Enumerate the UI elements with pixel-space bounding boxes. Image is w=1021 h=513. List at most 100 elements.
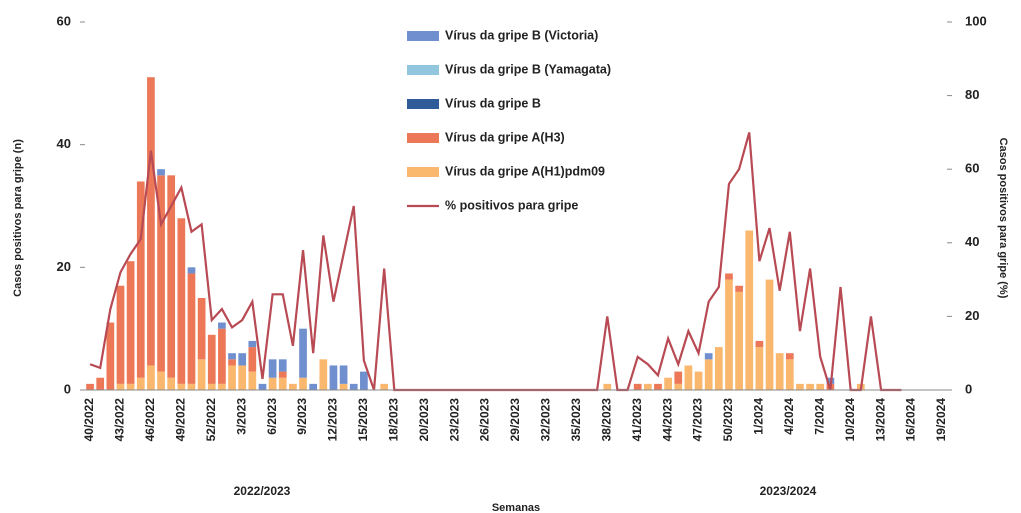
legend-label: Vírus da gripe B (Victoria) [445, 28, 598, 42]
bar-segment [268, 377, 277, 390]
y-tick-label: 60 [57, 13, 71, 28]
y2-axis-label: Casos positivos para gripe (%) [997, 138, 1009, 299]
bar-segment [187, 267, 196, 274]
bar-segment [228, 359, 236, 366]
x-tick-label: 6/2023 [265, 398, 279, 435]
bar-segment [278, 371, 287, 378]
x-tick-label: 16/2024 [904, 398, 918, 442]
x-tick-label: 15/2023 [356, 398, 370, 442]
bar-segment [187, 273, 196, 384]
bar-segment [228, 353, 236, 360]
bar-segment [816, 383, 825, 390]
x-tick-label: 26/2023 [478, 398, 492, 442]
x-tick-label: 19/2024 [934, 398, 948, 442]
bar-segment [197, 359, 206, 390]
bar-segment [136, 377, 145, 390]
x-tick-label: 32/2023 [539, 398, 553, 442]
x-axis-label: Semanas [492, 502, 540, 513]
bar-segment [299, 377, 307, 390]
bar-segment [775, 353, 784, 390]
bar-segment [136, 181, 145, 378]
y2-tick-label: 80 [965, 87, 979, 102]
x-tick-label: 7/2024 [812, 398, 826, 435]
bar-segment [248, 347, 257, 372]
bar-segment [207, 334, 216, 384]
bar-segment [654, 383, 662, 390]
bar-segment [268, 359, 277, 378]
bar-segment [126, 383, 135, 390]
bar-segment [126, 261, 135, 384]
bar-segment [238, 365, 247, 390]
y2-tick-label: 0 [965, 381, 972, 396]
bar-segment [319, 359, 328, 390]
x-tick-label: 10/2024 [843, 398, 857, 442]
bar-segment [238, 353, 247, 366]
x-tick-label: 47/2023 [691, 398, 705, 442]
bar-segment [147, 365, 155, 390]
x-tick-label: 38/2023 [599, 398, 613, 442]
bar-segment [714, 347, 723, 390]
bar-segment [207, 383, 216, 390]
bar-segment [228, 365, 236, 390]
bar-segment [86, 383, 94, 390]
bar-segment [349, 383, 358, 390]
bar-segment [167, 377, 176, 390]
bar-segment [765, 279, 774, 390]
legend-swatch [407, 167, 439, 177]
y-tick-label: 40 [57, 136, 71, 151]
legend-swatch [407, 133, 439, 143]
legend-label: Vírus da gripe B (Yamagata) [445, 62, 611, 76]
x-tick-label: 12/2023 [326, 398, 340, 442]
bar-segment [157, 175, 165, 372]
bar-segment [664, 377, 672, 390]
bar-segment [116, 285, 125, 384]
x-tick-label: 1/2024 [752, 398, 766, 435]
bar-segment [177, 218, 186, 384]
x-tick-label: 52/2022 [204, 398, 218, 442]
bar-segment [187, 383, 196, 390]
bar-segment [796, 383, 804, 390]
x-tick-label: 46/2022 [143, 398, 157, 442]
x-tick-label: 23/2023 [447, 398, 461, 442]
bar-segment [147, 77, 155, 366]
y-tick-label: 0 [64, 381, 71, 396]
bar-segment [633, 383, 642, 390]
x-tick-label: 29/2023 [508, 398, 522, 442]
bar-segment [360, 371, 368, 390]
bar-segment [157, 169, 165, 176]
bar-segment [106, 322, 115, 390]
bar-segment [806, 383, 814, 390]
x-tick-label: 49/2022 [174, 398, 188, 442]
bar-segment [725, 279, 733, 390]
legend-swatch [407, 31, 439, 41]
bar-segment [745, 230, 754, 390]
bar-segment [785, 353, 794, 360]
bar-segment [96, 377, 105, 390]
bar-segment [603, 383, 612, 390]
bar-segment [197, 298, 206, 360]
bar-segment [785, 359, 794, 390]
legend-label: % positivos para gripe [445, 198, 578, 212]
bar-segment [278, 359, 287, 372]
x-tick-label: 13/2024 [873, 398, 887, 442]
x-tick-label: 41/2023 [630, 398, 644, 442]
bar-segment [278, 377, 287, 390]
bar-segment [167, 175, 176, 378]
x-tick-label: 35/2023 [569, 398, 583, 442]
x-tick-label: 43/2022 [113, 398, 127, 442]
bar-segment [339, 383, 348, 390]
bar-segment [704, 353, 713, 360]
bar-segment [643, 383, 652, 390]
bar-segment [755, 340, 764, 348]
y2-tick-label: 100 [965, 13, 987, 28]
x-tick-label: 20/2023 [417, 398, 431, 442]
bar-segment [674, 383, 683, 390]
x-tick-label: 4/2024 [782, 398, 796, 435]
bar-segment [177, 383, 186, 390]
bar-segment [684, 365, 693, 390]
bar-segment [694, 371, 703, 390]
legend-label: Vírus da gripe A(H1)pdm09 [445, 164, 605, 178]
y-tick-label: 20 [57, 259, 71, 274]
bar-segment [248, 340, 257, 348]
bar-segment [258, 383, 267, 390]
